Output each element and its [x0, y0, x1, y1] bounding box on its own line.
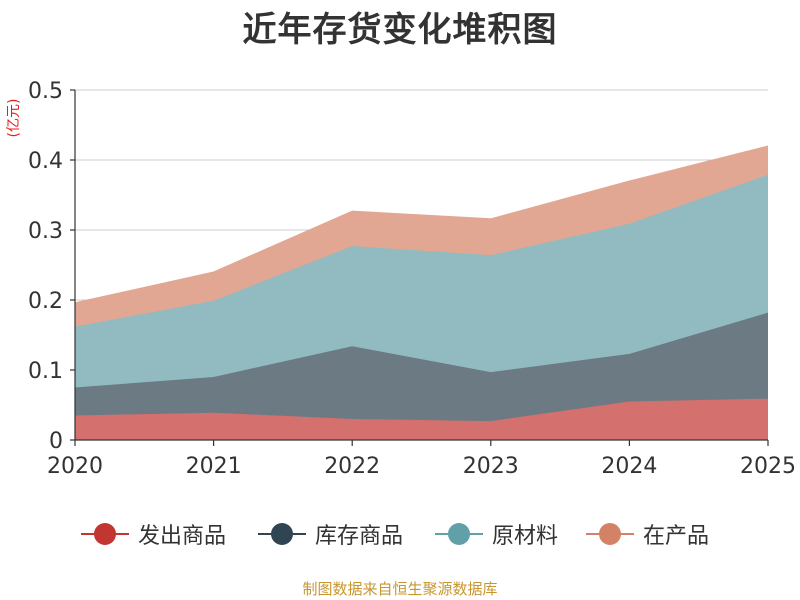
legend-marker [435, 523, 483, 545]
legend-item[interactable]: 库存商品 [257, 514, 403, 554]
chart-title: 近年存货变化堆积图 [242, 10, 558, 50]
tick-labels: 0 0.1 0.2 0.3 0.4 0.5 2020 2021 2022 2023 2024 2025 [28, 79, 796, 479]
y-tick-label: 0 [49, 429, 63, 454]
area-series-2 [75, 312, 768, 422]
data-source-note: 制图数据来自恒生聚源数据库 [302, 580, 498, 598]
area-series-1 [75, 398, 768, 440]
series-line-4 [74, 145, 769, 304]
x-tick-label: 2021 [186, 454, 242, 479]
axes [70, 89, 769, 446]
legend-item[interactable]: 原材料 [434, 514, 558, 554]
x-tick-label: 2023 [463, 454, 519, 479]
x-tick-label: 2020 [47, 454, 103, 479]
legend-item[interactable]: 发出商品 [80, 514, 226, 554]
legend-item[interactable]: 在产品 [585, 514, 709, 554]
legend-label: 发出商品 [138, 524, 227, 549]
legend-label: 原材料 [492, 524, 559, 549]
legend-marker [81, 523, 129, 545]
x-tick-label: 2022 [324, 454, 380, 479]
y-tick-label: 0.5 [28, 79, 63, 104]
legend-label: 在产品 [643, 524, 710, 549]
legend-marker [586, 523, 634, 545]
y-tick-label: 0.2 [28, 289, 63, 314]
legend: 发出商品 库存商品 原材料 在产品 [0, 514, 800, 554]
x-tick-label: 2024 [601, 454, 657, 479]
legend-label: 库存商品 [315, 524, 404, 549]
area-series-3 [75, 174, 768, 388]
area-series [74, 145, 769, 440]
area-series-4 [75, 146, 768, 327]
y-tick-label: 0.3 [28, 219, 63, 244]
y-tick-label: 0.4 [28, 149, 63, 174]
x-tick-label: 2025 [740, 454, 796, 479]
legend-marker [258, 523, 306, 545]
y-tick-label: 0.1 [28, 359, 63, 384]
